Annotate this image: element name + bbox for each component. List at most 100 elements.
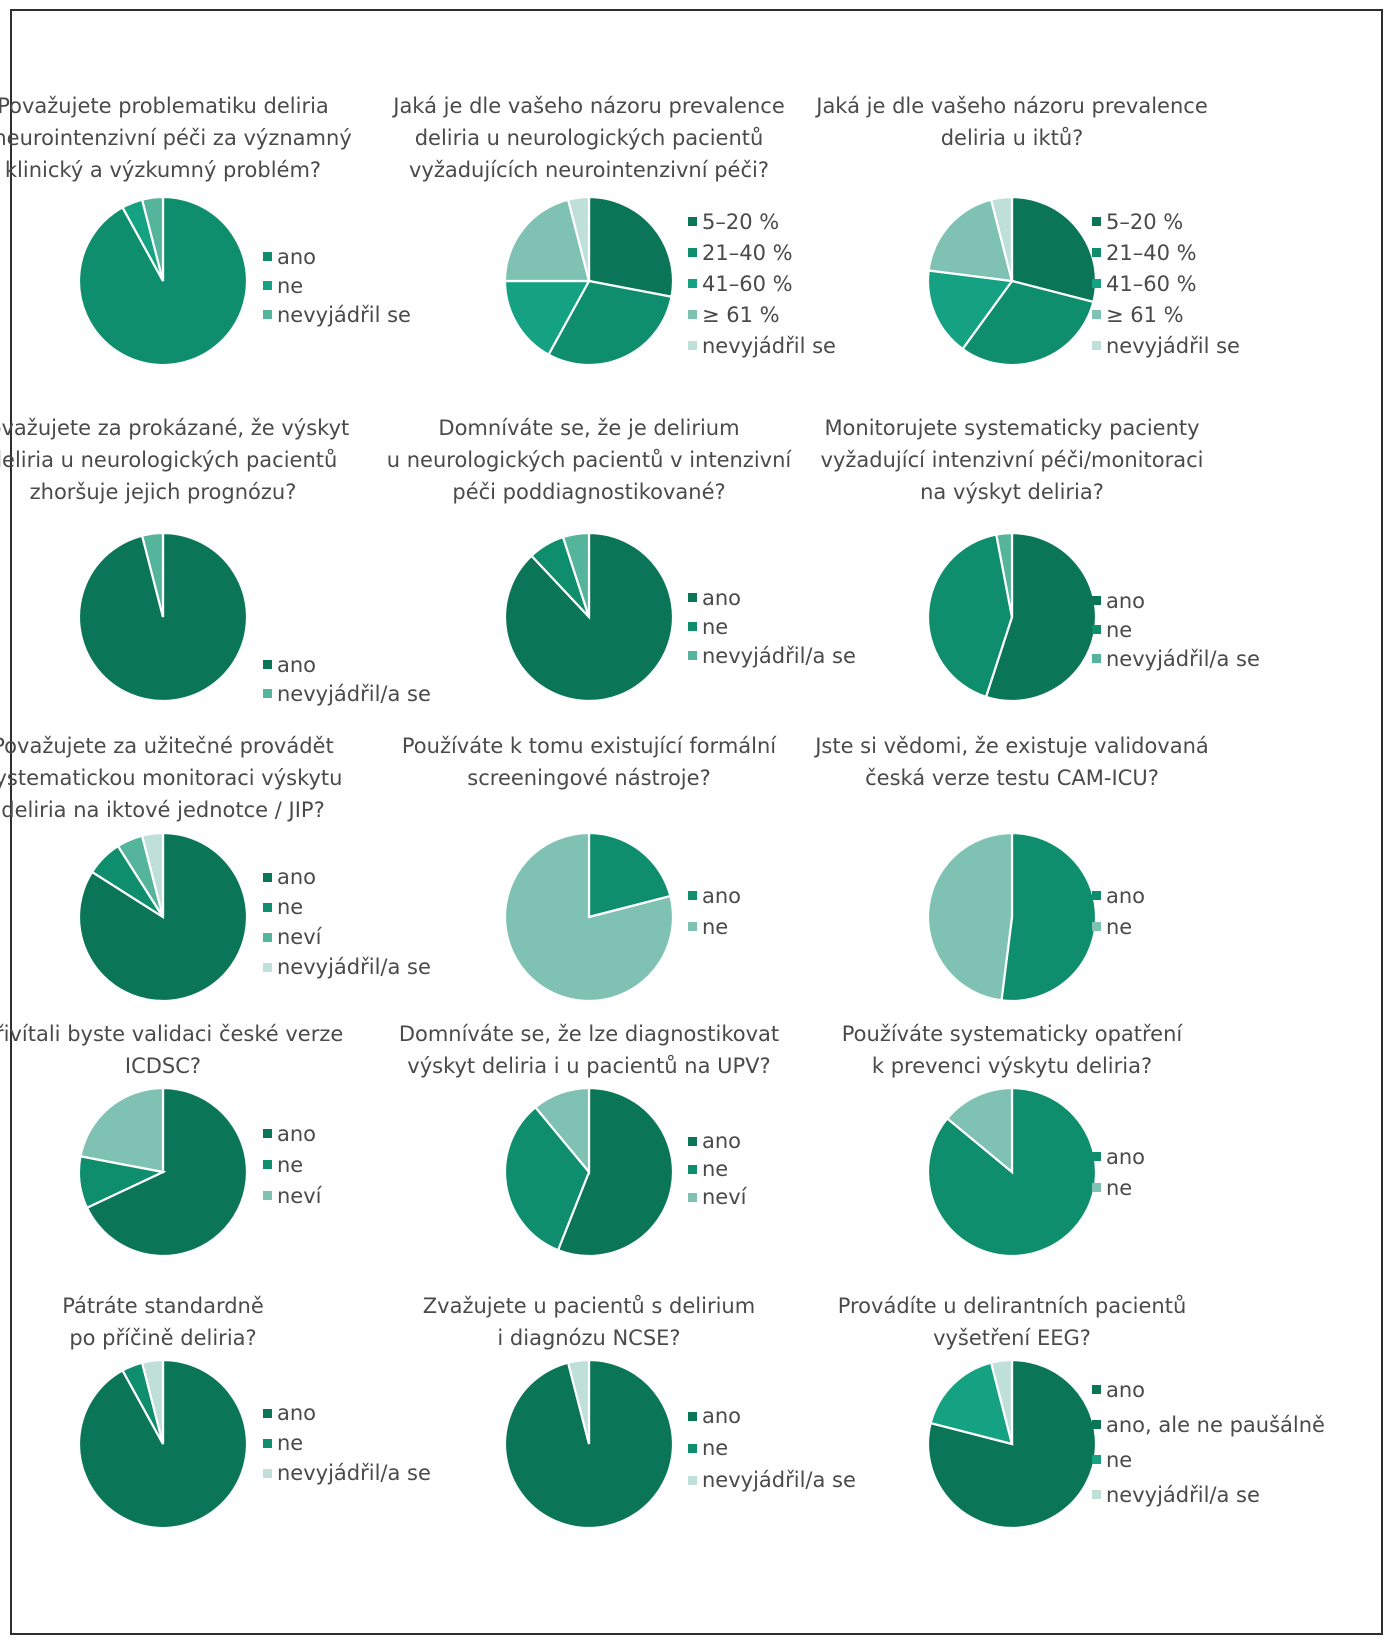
legend-label: nevyjádřil/a se [1106,646,1260,671]
legend-label: ≥ 61 % [1106,302,1184,327]
legend-swatch [1092,1183,1101,1192]
pie-slice [587,831,672,919]
legend-item: ano [688,1127,747,1155]
legend-item: ano [1092,586,1260,615]
pie-chart [77,195,249,367]
legend-label: 5–20 % [702,209,780,234]
legend-item: ne [1092,1172,1145,1203]
legend-label: ano [702,883,742,908]
legend-item: nevyjádřil/a se [688,641,856,670]
pie-slice [926,533,1014,699]
legend-swatch [1092,654,1101,663]
legend-label: ano [277,865,317,889]
chart-legend: ano ne neví [263,1118,322,1211]
pie-chart [926,1086,1098,1258]
legend-item: ≥ 61 % [688,299,836,330]
legend-item: ne [1092,911,1145,942]
legend-swatch [1092,341,1101,350]
legend-swatch [688,248,697,257]
legend-item: ano [263,1398,431,1428]
legend-swatch [263,962,272,972]
pie-slice [140,1358,165,1445]
legend-item: nevyjádřil se [263,300,411,329]
legend-item: 21–40 % [1092,237,1240,268]
pie-slice [1000,831,1098,1003]
legend-item: ano [1092,880,1145,911]
legend-swatch [688,1475,697,1485]
legend-item: ne [263,271,411,300]
pie-chart [926,831,1098,1003]
legend-item: nevyjádřil/a se [1092,1477,1325,1512]
legend-label: ano [277,652,317,677]
legend-item: ano [688,1400,856,1432]
legend-item: ne [688,612,856,641]
legend-item: ano [263,862,431,892]
legend-swatch [1092,248,1101,257]
legend-label: nevyjádřil se [277,302,411,327]
legend-label: ne [277,1431,304,1455]
legend-item: ne [263,892,431,922]
legend-swatch [688,651,697,660]
legend-label: ne [1106,914,1133,939]
legend-swatch [263,252,272,261]
legend-item: 21–40 % [688,237,836,268]
legend-swatch [1092,891,1101,900]
legend-swatch [1092,922,1101,931]
legend-item: ne [1092,1442,1325,1477]
legend-swatch [1092,1420,1101,1429]
legend-item: 41–60 % [1092,268,1240,299]
legend-swatch [1092,279,1101,288]
legend-swatch [688,279,697,288]
pie-chart [503,531,675,703]
legend-label: 41–60 % [702,271,793,296]
legend-swatch [688,310,697,319]
chart-title: Monitorujete systematicky pacienty vyžad… [820,416,1204,504]
legend-label: nevyjádřil se [1106,333,1240,358]
legend-item: ≥ 61 % [1092,299,1240,330]
pie-slice [556,1086,675,1258]
legend-item: ano [263,1118,322,1149]
pie-slice [503,531,675,703]
legend-label: nevyjádřil/a se [277,955,431,979]
legend-swatch [263,1468,272,1478]
legend-label: ano [702,1129,742,1153]
legend-swatch [1092,1385,1101,1394]
legend-swatch [1092,1490,1101,1499]
legend-item: nevyjádřil/a se [1092,644,1260,673]
pie-chart [503,1086,675,1258]
legend-label: 21–40 % [702,240,793,265]
legend-label: ne [277,895,304,919]
pie-slice [79,1086,165,1174]
chart-title: Přivítali byste validaci české verze ICD… [0,1022,344,1078]
legend-swatch [688,622,697,631]
legend-swatch [1092,1152,1101,1161]
chart-legend: ano ne nevyjádřil/a se [688,1400,856,1496]
legend-item: ne [263,1428,431,1458]
legend-label: ano, ale ne paušálně [1106,1412,1325,1437]
chart-legend: ano ne nevyjádřil/a se [263,1398,431,1488]
pie-slice [926,1358,1098,1530]
chart-legend: ano ne nevyjádřil se [263,242,411,329]
chart-title: Považujete za prokázané, že výskyt delir… [0,416,350,504]
legend-swatch [1092,1455,1101,1464]
chart-title: Provádíte u delirantních pacientů vyšetř… [837,1294,1187,1350]
legend-item: ne [263,1149,322,1180]
pie-slice [503,279,591,357]
legend-item: 5–20 % [1092,206,1240,237]
legend-item: ne [688,1155,747,1183]
pie-slice [989,195,1014,282]
pie-chart [77,531,249,703]
legend-swatch [263,1191,272,1200]
legend-item: ano [263,650,431,679]
legend-item: ano [1092,1141,1145,1172]
legend-label: ne [702,614,729,639]
chart-title: Jste si vědomi, že existuje validovaná č… [815,734,1209,790]
legend-label: nevyjádřil/a se [277,1461,431,1485]
pie-slice [587,195,675,299]
pie-chart [926,195,1098,367]
legend-item: neví [263,922,431,952]
legend-swatch [263,1438,272,1448]
pie-slice [140,195,165,282]
legend-label: ano [277,244,317,269]
legend-label: ne [1106,1447,1133,1472]
